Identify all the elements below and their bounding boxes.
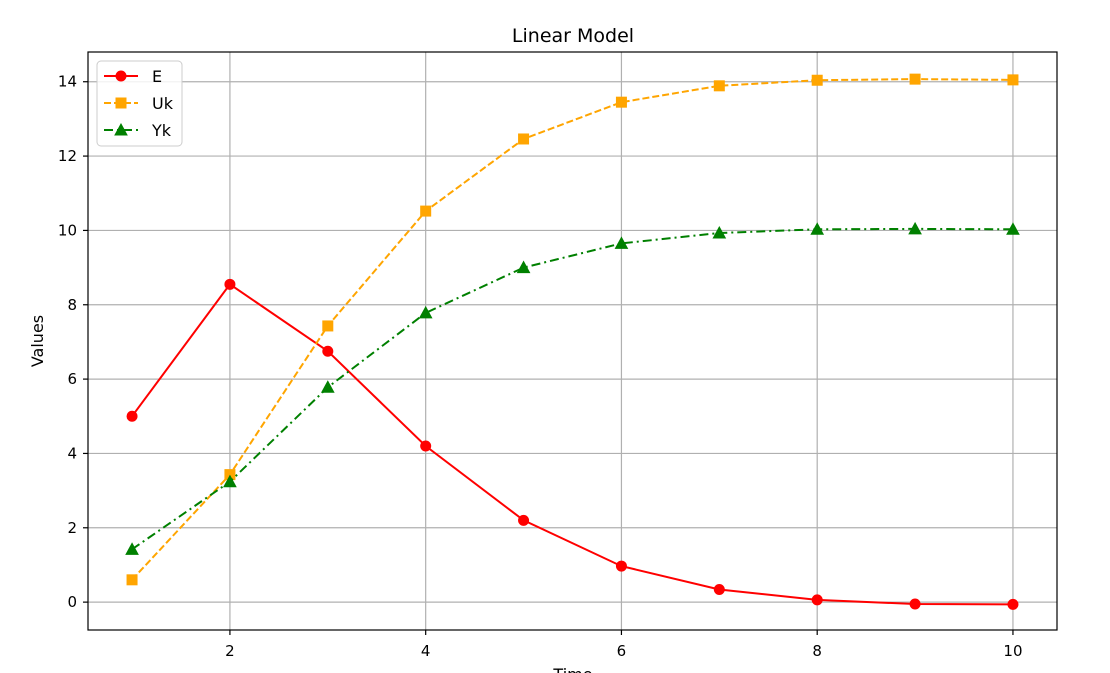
y-tick-label: 10 [58, 221, 77, 239]
data-point-e [322, 345, 334, 357]
legend-label: E [152, 67, 162, 86]
grid-lines [88, 52, 1057, 630]
data-point-yk [810, 222, 825, 235]
series-line-uk [131, 78, 1014, 581]
data-point-yk [418, 305, 433, 319]
data-point-uk [909, 73, 921, 85]
data-point-e [126, 410, 138, 422]
data-point-e [909, 598, 921, 610]
legend-marker [115, 97, 127, 109]
data-point-uk [420, 205, 432, 217]
x-tick-label: 8 [812, 642, 822, 660]
data-point-e [713, 583, 725, 595]
legend: E Uk Yk [96, 60, 183, 147]
y-tick-label: 6 [67, 370, 77, 388]
data-point-yk [320, 380, 335, 393]
data-point-e [811, 594, 823, 606]
data-point-uk [322, 320, 334, 332]
data-point-uk [615, 96, 627, 108]
y-tick-label: 0 [67, 593, 77, 611]
data-point-yk [908, 221, 922, 235]
legend-item-yk: Yk [104, 121, 172, 140]
data-point-e [518, 514, 530, 526]
series-e [126, 278, 1019, 610]
data-point-yk [614, 236, 629, 249]
series-line-e [131, 282, 1014, 606]
data-point-e [615, 560, 627, 572]
x-tick-label: 2 [225, 642, 235, 660]
data-point-e [224, 278, 236, 290]
x-axis-label: Time [552, 665, 592, 673]
legend-label: Yk [151, 121, 172, 140]
data-point-yk [125, 542, 139, 555]
data-point-yk [712, 225, 727, 239]
legend-item-uk: Uk [104, 94, 174, 113]
series-line-yk [131, 227, 1014, 551]
series-layer [125, 73, 1020, 610]
data-point-yk [516, 260, 531, 274]
y-tick-label: 12 [58, 147, 77, 165]
legend-label: Uk [152, 94, 174, 113]
y-tick-label: 8 [67, 296, 77, 314]
data-point-uk [126, 574, 138, 586]
y-tick-label: 14 [58, 73, 77, 91]
x-tick-label: 4 [421, 642, 431, 660]
series-uk [126, 73, 1019, 586]
y-tick-label: 2 [67, 519, 77, 537]
x-tick-label: 6 [617, 642, 627, 660]
x-tick-label: 10 [1003, 642, 1022, 660]
chart-title: Linear Model [512, 25, 634, 47]
data-point-uk [1007, 74, 1019, 86]
data-point-uk [811, 74, 823, 86]
y-tick-label: 4 [67, 444, 77, 462]
x-axis: 2 4 6 8 10 [225, 630, 1023, 660]
legend-marker [114, 122, 128, 136]
data-point-yk [223, 474, 237, 488]
y-axis: 0 2 4 6 8 10 12 14 [58, 73, 88, 611]
data-point-yk [1006, 222, 1020, 235]
legend-box [96, 60, 183, 147]
legend-item-e: E [104, 67, 162, 86]
data-point-e [1007, 598, 1019, 610]
data-point-uk [713, 80, 725, 92]
legend-marker [115, 70, 127, 82]
data-point-e [420, 440, 432, 452]
data-point-uk [518, 133, 530, 145]
series-yk [125, 221, 1020, 555]
y-axis-label: Values [28, 315, 47, 367]
plot-frame [87, 51, 1058, 631]
